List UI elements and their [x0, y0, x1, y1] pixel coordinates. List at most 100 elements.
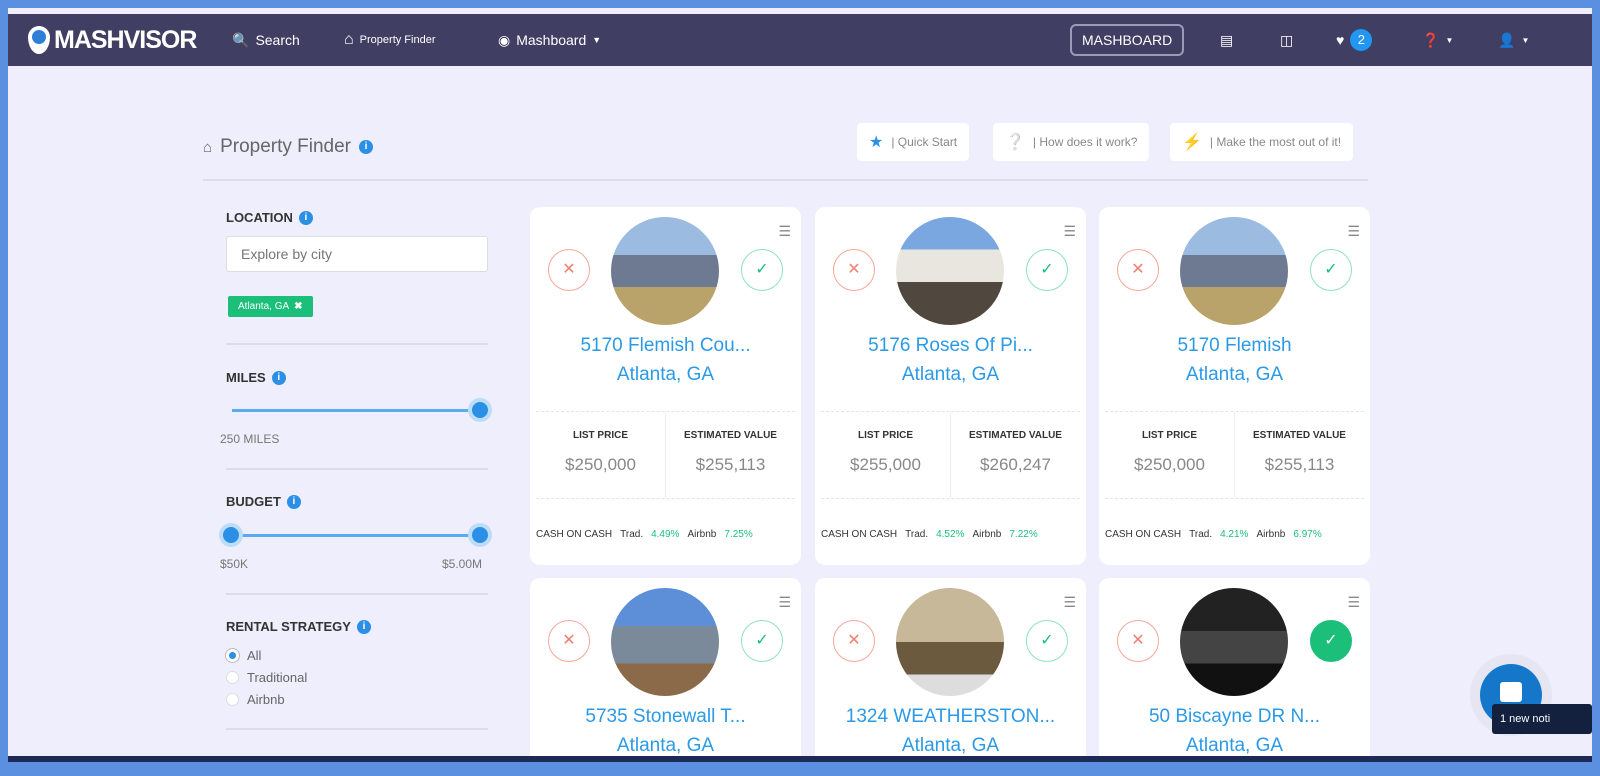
strategy-radio-airbnb[interactable]: Airbnb: [226, 692, 285, 707]
property-address[interactable]: 1324 WEATHERSTON... Atlanta, GA: [815, 702, 1086, 756]
favorites-button[interactable]: ♥ 2: [1336, 29, 1373, 51]
estimated-value-value: $255,113: [1264, 455, 1335, 474]
mashboard-button[interactable]: MASHBOARD: [1070, 24, 1185, 56]
like-button[interactable]: ✓: [1026, 620, 1068, 662]
property-photo[interactable]: [611, 588, 719, 696]
hamburger-menu-icon[interactable]: ☰: [1063, 223, 1076, 239]
property-card[interactable]: ✕ ✓ ☰ 1324 WEATHERSTON... Atlanta, GA: [815, 578, 1086, 756]
property-photo[interactable]: [896, 588, 1004, 696]
nav-property-finder-label: Property Finder: [359, 34, 436, 46]
hamburger-menu-icon[interactable]: ☰: [1347, 594, 1360, 610]
notification-toast[interactable]: 1 new noti: [1492, 704, 1592, 734]
info-icon[interactable]: i: [359, 140, 374, 154]
radio-checked[interactable]: [226, 649, 239, 662]
like-button[interactable]: ✓: [741, 620, 783, 662]
list-price-value: $255,000: [850, 455, 921, 474]
hamburger-menu-icon[interactable]: ☰: [778, 594, 791, 610]
city[interactable]: Atlanta, GA: [901, 735, 1000, 756]
compare-icon[interactable]: ◫: [1280, 31, 1294, 48]
budget-slider-track[interactable]: [230, 534, 480, 537]
how-it-works-button[interactable]: ❔ | How does it work?: [993, 123, 1150, 161]
info-icon[interactable]: i: [271, 370, 286, 385]
miles-slider-handle[interactable]: [472, 402, 488, 418]
like-button[interactable]: ✓: [1310, 620, 1352, 662]
street[interactable]: 5170 Flemish Cou...: [580, 335, 751, 356]
property-address[interactable]: 5170 Flemish Cou... Atlanta, GA: [530, 331, 801, 389]
city-search-input[interactable]: [226, 236, 488, 272]
property-card[interactable]: ✕ ✓ ☰ 5176 Roses Of Pi... Atlanta, GA LIS…: [815, 207, 1086, 565]
city[interactable]: Atlanta, GA: [616, 735, 715, 756]
property-address[interactable]: 5735 Stonewall T... Atlanta, GA: [530, 702, 801, 756]
location-label: LOCATION i: [226, 210, 313, 225]
quick-start-button[interactable]: ★ | Quick Start: [857, 123, 970, 161]
property-photo[interactable]: [611, 217, 719, 325]
info-icon[interactable]: i: [286, 494, 301, 509]
nav-mashboard-dropdown[interactable]: ◉ Mashboard ▼: [498, 32, 601, 49]
city[interactable]: Atlanta, GA: [1185, 364, 1284, 385]
dismiss-button[interactable]: ✕: [1117, 620, 1159, 662]
help-icon: ❓: [1422, 31, 1440, 48]
property-address[interactable]: 5176 Roses Of Pi... Atlanta, GA: [815, 331, 1086, 389]
property-card[interactable]: ✕ ✓ ☰ 5735 Stonewall T... Atlanta, GA: [530, 578, 801, 756]
like-button[interactable]: ✓: [1310, 249, 1352, 291]
logo[interactable]: MASHVISOR: [28, 26, 197, 55]
trad-value: 4.49%: [651, 529, 680, 540]
property-photo[interactable]: [1180, 217, 1288, 325]
property-card[interactable]: ✕ ✓ ☰ 50 Biscayne DR N... Atlanta, GA: [1099, 578, 1370, 756]
street[interactable]: 5735 Stonewall T...: [585, 706, 746, 727]
hamburger-menu-icon[interactable]: ☰: [778, 223, 791, 239]
card-icon[interactable]: ▤: [1220, 31, 1234, 48]
trad-label: Trad.: [905, 529, 929, 540]
airbnb-value: 7.25%: [724, 529, 753, 540]
help-dropdown[interactable]: ❓ ▼: [1422, 32, 1453, 49]
city[interactable]: Atlanta, GA: [901, 364, 1000, 385]
dismiss-button[interactable]: ✕: [833, 620, 875, 662]
city[interactable]: Atlanta, GA: [616, 364, 715, 385]
price-stats: LIST PRICE $250,000 ESTIMATED VALUE $255,1…: [536, 411, 795, 499]
dismiss-button[interactable]: ✕: [548, 620, 590, 662]
miles-slider-track[interactable]: [232, 409, 482, 412]
radio-unchecked[interactable]: [226, 693, 239, 706]
like-button[interactable]: ✓: [741, 249, 783, 291]
nav-search[interactable]: 🔍 Search: [232, 32, 300, 49]
location-tag[interactable]: Atlanta, GA ✖: [228, 296, 313, 317]
star-icon: ★: [869, 134, 884, 151]
page-header: ⌂ Property Finder i ★ | Quick Start ❔ | How …: [203, 123, 1368, 181]
remove-tag-icon[interactable]: ✖: [294, 301, 303, 312]
list-price: LIST PRICE $255,000: [821, 412, 950, 498]
budget-max-handle[interactable]: [472, 527, 488, 543]
app-frame: MASHVISOR 🔍 Search ⌂ Property Finder ◉ Mash…: [8, 8, 1592, 762]
rental-strategy-label-text: RENTAL STRATEGY: [226, 619, 351, 634]
property-card[interactable]: ✕ ✓ ☰ 5170 Flemish Atlanta, GA LIST PRICE…: [1099, 207, 1370, 565]
property-photo[interactable]: [1180, 588, 1288, 696]
strategy-radio-traditional[interactable]: Traditional: [226, 670, 307, 685]
info-icon[interactable]: i: [298, 210, 313, 225]
street[interactable]: 5176 Roses Of Pi...: [868, 335, 1033, 356]
hamburger-menu-icon[interactable]: ☰: [1347, 223, 1360, 239]
estimated-value-label: ESTIMATED VALUE: [969, 430, 1062, 441]
property-address[interactable]: 50 Biscayne DR N... Atlanta, GA: [1099, 702, 1370, 756]
info-icon[interactable]: i: [356, 619, 371, 634]
heart-icon: ♥: [1336, 32, 1345, 48]
nav-property-finder[interactable]: ⌂ Property Finder: [344, 31, 435, 49]
property-photo[interactable]: [896, 217, 1004, 325]
street[interactable]: 5170 Flemish: [1177, 335, 1292, 356]
strategy-radio-all[interactable]: All: [226, 648, 261, 663]
property-address[interactable]: 5170 Flemish Atlanta, GA: [1099, 331, 1370, 389]
street[interactable]: 1324 WEATHERSTON...: [845, 706, 1056, 727]
street[interactable]: 50 Biscayne DR N...: [1148, 706, 1321, 727]
dismiss-button[interactable]: ✕: [1117, 249, 1159, 291]
user-dropdown[interactable]: 👤 ▼: [1498, 32, 1529, 49]
radio-unchecked[interactable]: [226, 671, 239, 684]
make-most-button[interactable]: ⚡ | Make the most out of it!: [1170, 123, 1354, 161]
city[interactable]: Atlanta, GA: [1185, 735, 1284, 756]
radio-label: All: [247, 648, 262, 663]
budget-min-handle[interactable]: [223, 527, 239, 543]
dismiss-button[interactable]: ✕: [833, 249, 875, 291]
estimated-value: ESTIMATED VALUE $255,113: [665, 412, 795, 498]
like-button[interactable]: ✓: [1026, 249, 1068, 291]
hamburger-menu-icon[interactable]: ☰: [1063, 594, 1076, 610]
dismiss-button[interactable]: ✕: [548, 249, 590, 291]
search-icon: 🔍: [232, 31, 250, 48]
property-card[interactable]: ✕ ✓ ☰ 5170 Flemish Cou... Atlanta, GA LIS…: [530, 207, 801, 565]
